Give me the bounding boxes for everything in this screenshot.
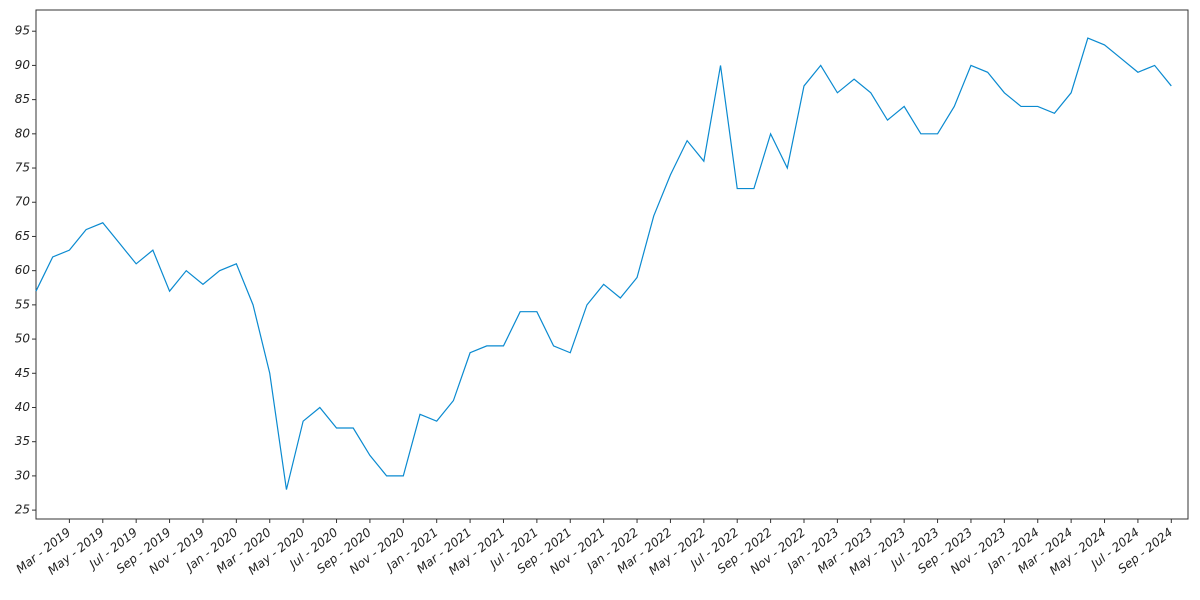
y-tick-label: 40 [15,400,31,414]
y-tick-label: 90 [15,58,31,72]
y-tick-label: 60 [15,263,31,277]
y-tick-label: 55 [15,297,30,311]
y-tick-label: 70 [15,195,31,209]
y-tick-label: 25 [15,503,30,517]
y-tick-label: 50 [15,332,31,346]
y-tick-label: 80 [15,126,31,140]
y-tick-label: 95 [15,24,30,38]
y-tick-label: 65 [15,229,30,243]
y-tick-label: 75 [15,161,30,175]
price-line [35,37,1172,490]
y-tick-label: 35 [15,434,30,448]
y-tick-label: 30 [15,468,31,482]
y-tick-label: 45 [15,366,30,380]
plot-frame [35,9,1189,520]
y-tick-label: 85 [15,92,30,106]
